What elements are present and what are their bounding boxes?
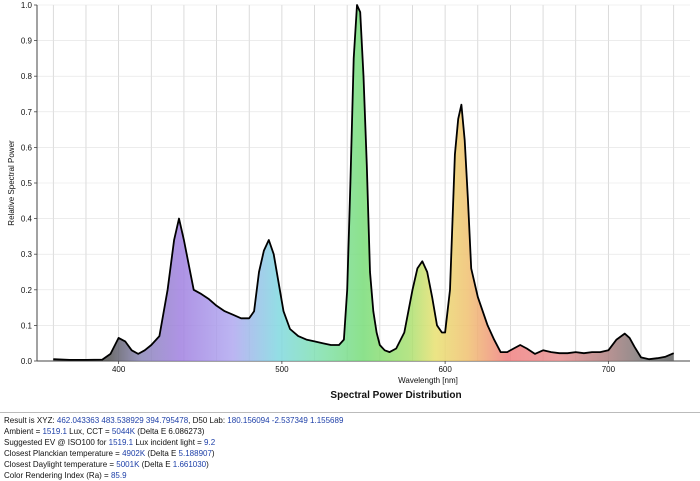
daylight-line: Closest Daylight temperature = 5001K (De… bbox=[4, 459, 700, 470]
chart-title: Spectral Power Distribution bbox=[330, 390, 461, 401]
suggested-ev-line: Suggested EV @ ISO100 for 1519.1 Lux inc… bbox=[4, 437, 700, 448]
results-panel: Result is XYZ: 462.043363 483.538929 394… bbox=[0, 412, 700, 480]
daylight-delta-label: (Delta E bbox=[139, 460, 173, 469]
cri-line: Color Rendering Index (Ra) = 85.9 bbox=[4, 470, 700, 481]
y-tick-label: 0.4 bbox=[21, 215, 33, 224]
y-axis-label: Relative Spectral Power bbox=[7, 140, 16, 226]
y-tick-label: 0.5 bbox=[21, 179, 33, 188]
planckian-label: Closest Planckian temperature = bbox=[4, 449, 123, 458]
result-xyz-value: 462.043363 483.538929 394.795478 bbox=[56, 416, 189, 425]
y-tick-label: 0.1 bbox=[21, 321, 33, 330]
y-tick-label: 0.7 bbox=[21, 108, 33, 117]
planckian-delta-value: 5.188907 bbox=[178, 449, 212, 458]
ev-value: 9.2 bbox=[204, 438, 216, 447]
ambient-cct-value: 5044K bbox=[111, 427, 136, 436]
ambient-cct-label: Lux, CCT = bbox=[66, 427, 112, 436]
y-tick-label: 0.0 bbox=[21, 357, 33, 366]
spectral-chart: 0.0 0.1 0.2 0.3 0.4 0.5 0.6 0.7 0.8 0.9 1.0 400 500… bbox=[7, 1, 690, 401]
planckian-end: ) bbox=[211, 449, 215, 458]
y-tick-label: 0.8 bbox=[21, 72, 33, 81]
ambient-line: Ambient = 1519.1 Lux, CCT = 5044K (Delta… bbox=[4, 426, 700, 437]
planckian-delta-label: (Delta E bbox=[145, 449, 179, 458]
x-tick-label: 700 bbox=[602, 365, 616, 374]
y-tick-label: 0.2 bbox=[21, 286, 33, 295]
y-tick-label: 1.0 bbox=[21, 1, 33, 10]
ev-lux-value: 1519.1 bbox=[108, 438, 134, 447]
result-lab-label: , D50 Lab: bbox=[188, 416, 228, 425]
x-tick-label: 400 bbox=[112, 365, 126, 374]
x-axis-label: Wavelength [nm] bbox=[398, 376, 458, 385]
ambient-delta: (Delta E 6.086273) bbox=[135, 427, 205, 436]
spectrum-fill-area bbox=[53, 5, 674, 361]
x-tick-label: 500 bbox=[275, 365, 289, 374]
spectral-chart-svg: 0.0 0.1 0.2 0.3 0.4 0.5 0.6 0.7 0.8 0.9 1.0 400 500… bbox=[7, 1, 690, 401]
cri-value: 85.9 bbox=[110, 471, 127, 480]
result-lab-value: 180.156094 -2.537349 1.155689 bbox=[227, 416, 344, 425]
ev-label: Suggested EV @ ISO100 for bbox=[4, 438, 109, 447]
ambient-lux-value: 1519.1 bbox=[42, 427, 67, 436]
y-tick-label: 0.3 bbox=[21, 250, 33, 259]
spectrum-series-line bbox=[53, 4, 675, 361]
y-axis-ticks: 0.0 0.1 0.2 0.3 0.4 0.5 0.6 0.7 0.8 0.9 1.0 bbox=[21, 1, 37, 366]
x-axis-ticks: 400 500 600 700 bbox=[112, 361, 616, 374]
y-tick-label: 0.9 bbox=[21, 37, 33, 46]
daylight-end: ) bbox=[206, 460, 209, 469]
daylight-temp-value: 5001K bbox=[116, 460, 140, 469]
ev-mid-label: Lux incident light = bbox=[133, 438, 205, 447]
result-xyz-line: Result is XYZ: 462.043363 483.538929 394… bbox=[4, 415, 700, 426]
planckian-line: Closest Planckian temperature = 4902K (D… bbox=[4, 448, 700, 459]
result-xyz-label: Result is XYZ: bbox=[4, 416, 57, 425]
cri-label: Color Rendering Index (Ra) = bbox=[4, 471, 111, 480]
x-tick-label: 600 bbox=[438, 365, 452, 374]
ambient-label: Ambient = bbox=[4, 427, 43, 436]
planckian-temp-value: 4902K bbox=[122, 449, 146, 458]
daylight-delta-value: 1.661030 bbox=[172, 460, 207, 469]
daylight-label: Closest Daylight temperature = bbox=[4, 460, 117, 469]
y-tick-label: 0.6 bbox=[21, 143, 33, 152]
